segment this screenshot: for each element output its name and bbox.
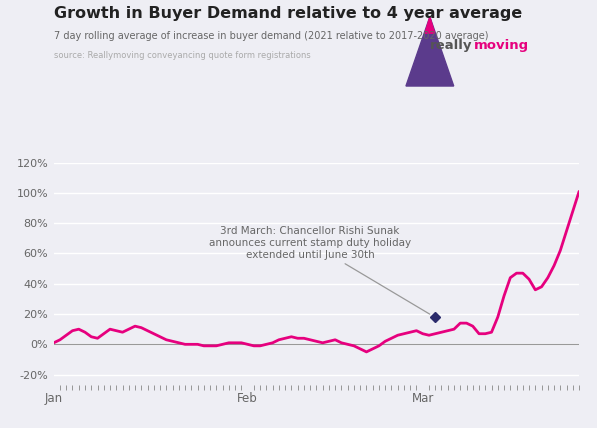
Text: Growth in Buyer Demand relative to 4 year average: Growth in Buyer Demand relative to 4 yea… [54,6,522,21]
Text: source: Reallymoving conveyancing quote form registrations: source: Reallymoving conveyancing quote … [54,51,310,60]
Text: moving: moving [473,39,528,51]
Polygon shape [425,17,435,33]
Text: really: really [430,39,472,51]
Polygon shape [406,17,454,86]
Text: 7 day rolling average of increase in buyer demand (2021 relative to 2017-2020 av: 7 day rolling average of increase in buy… [54,31,488,41]
Text: 3rd March: Chancellor Rishi Sunak
announces current stamp duty holiday
extended : 3rd March: Chancellor Rishi Sunak announ… [209,226,430,314]
